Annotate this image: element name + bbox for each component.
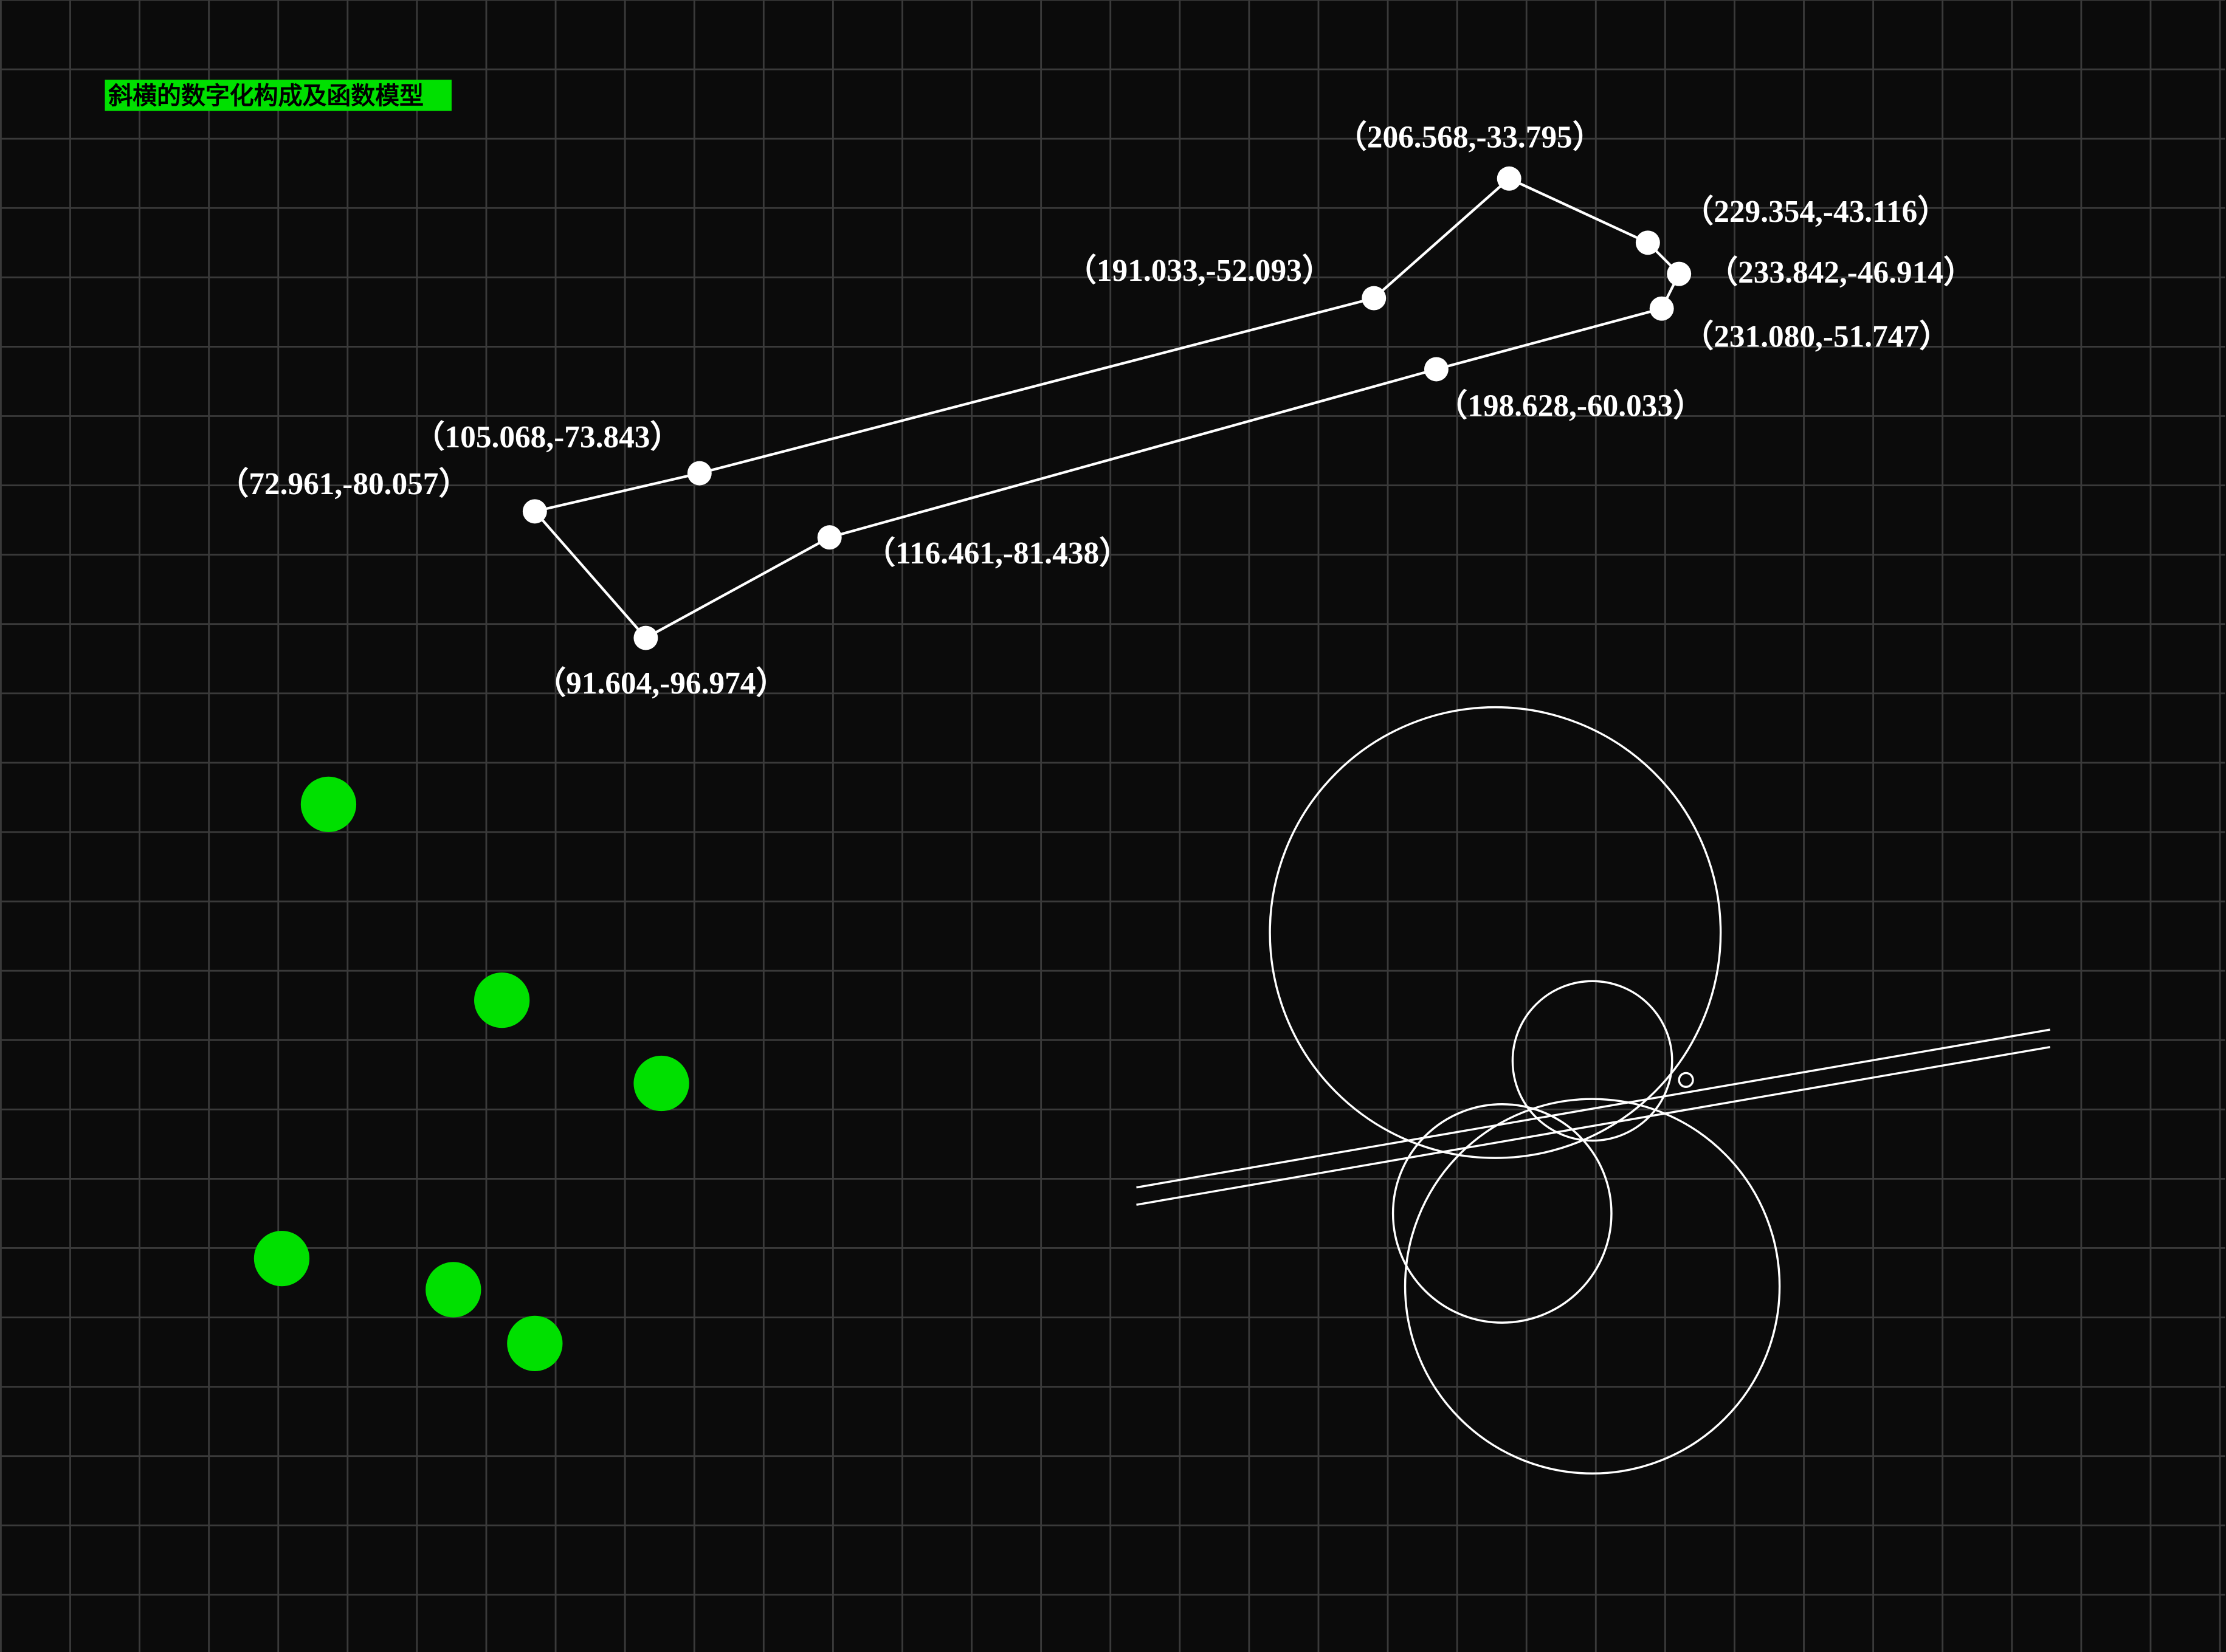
shape-node (818, 525, 842, 549)
shape-node (1362, 286, 1386, 311)
shape-node (1650, 297, 1674, 321)
coord-label: （233.842,-46.914） (1707, 255, 1975, 290)
shape-node (1497, 167, 1521, 191)
coord-label: （91.604,-96.974） (535, 666, 787, 701)
shape-node (687, 461, 712, 486)
green-dot (426, 1262, 481, 1317)
green-dot (474, 972, 529, 1028)
shape-node (633, 626, 658, 650)
coord-label: （231.080,-51.747） (1683, 319, 1951, 354)
coord-label: （116.461,-81.438） (864, 536, 1131, 571)
shape-node (1636, 230, 1660, 255)
green-dot (507, 1316, 562, 1371)
green-dot (301, 777, 356, 832)
shape-node (523, 499, 547, 523)
coord-label: （72.961,-80.057） (218, 467, 470, 501)
coord-label: （229.354,-43.116） (1683, 194, 1949, 229)
coord-label: （206.568,-33.795） (1335, 120, 1604, 154)
coord-label: （198.628,-60.033） (1436, 388, 1704, 423)
title-banner: 斜横的数字化构成及函数模型 (105, 80, 452, 111)
diagram-canvas: 斜横的数字化构成及函数模型 （72.961,-80.057） （105.068,-7… (0, 0, 2226, 1652)
coord-label: （191.033,-52.093） (1066, 253, 1334, 288)
coord-label: （105.068,-73.843） (413, 420, 681, 455)
title-text: 斜横的数字化构成及函数模型 (108, 82, 424, 109)
shape-node (1424, 357, 1449, 382)
green-dot (254, 1231, 309, 1286)
shape-node (1667, 262, 1691, 286)
green-dot (633, 1056, 689, 1111)
